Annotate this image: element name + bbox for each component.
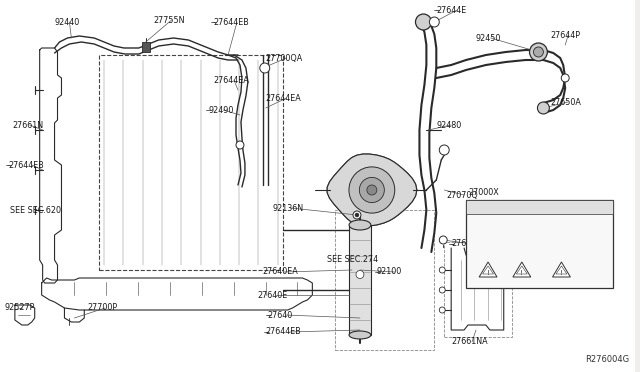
Text: 92100: 92100	[377, 267, 402, 276]
Bar	[466, 200, 613, 214]
Bar	[142, 42, 150, 52]
Text: 27644EB: 27644EB	[213, 17, 249, 26]
Bar	[466, 200, 613, 288]
Text: 27644EB: 27644EB	[8, 160, 44, 170]
Circle shape	[561, 74, 569, 82]
Text: 92490: 92490	[208, 106, 234, 115]
Text: 92450: 92450	[476, 33, 501, 42]
Text: 27000X: 27000X	[468, 187, 499, 196]
Text: MUST BE REPLACED: MUST BE REPLACED	[541, 224, 591, 230]
Circle shape	[439, 267, 445, 273]
Text: 27644EA: 27644EA	[213, 76, 249, 84]
Text: 27661NA: 27661NA	[451, 337, 488, 346]
Text: 27644EB: 27644EB	[266, 327, 301, 337]
Circle shape	[439, 145, 449, 155]
Text: SEE SEC.274: SEE SEC.274	[327, 256, 378, 264]
Text: IS REPLACED: IS REPLACED	[541, 238, 573, 244]
Text: 92480: 92480	[436, 121, 461, 129]
Text: R8144-4N800: R8144-4N800	[541, 246, 575, 250]
Bar	[444, 242, 511, 337]
Circle shape	[429, 17, 439, 27]
Polygon shape	[327, 154, 417, 226]
Circle shape	[359, 177, 385, 203]
Text: 27661N: 27661N	[12, 121, 43, 129]
Bar	[335, 210, 435, 350]
Circle shape	[356, 270, 364, 279]
Text: 92136N: 92136N	[273, 203, 304, 212]
Text: 27700P: 27700P	[87, 304, 117, 312]
Text: R276004G: R276004G	[585, 356, 629, 365]
Text: 27644EA: 27644EA	[266, 93, 301, 103]
Circle shape	[355, 213, 359, 217]
Text: LUBRICANT: KLH10-PAG: LUBRICANT: KLH10-PAG	[469, 238, 527, 244]
Text: 27700QA: 27700QA	[266, 54, 303, 62]
Circle shape	[367, 185, 377, 195]
Circle shape	[538, 102, 549, 114]
Circle shape	[534, 47, 543, 57]
Circle shape	[353, 211, 361, 219]
Text: QUANTITY:: QUANTITY:	[469, 224, 495, 230]
Text: 27755N: 27755N	[154, 16, 185, 25]
Text: !: !	[560, 270, 563, 276]
Text: 27070Q: 27070Q	[446, 190, 478, 199]
Polygon shape	[513, 262, 531, 277]
Text: CAUTION: LUBRICANT: CAUTION: LUBRICANT	[541, 218, 595, 222]
Bar	[99, 55, 283, 270]
Text: 27644P: 27644P	[550, 31, 580, 39]
Circle shape	[349, 167, 395, 213]
Text: 27644E: 27644E	[451, 240, 481, 248]
Text: 550g (1.21 lb): 550g (1.21 lb)	[469, 231, 504, 237]
Polygon shape	[552, 262, 570, 277]
Circle shape	[439, 307, 445, 313]
Text: 92527P: 92527P	[5, 304, 35, 312]
Text: 27640E: 27640E	[258, 291, 288, 299]
Text: 27644E: 27644E	[436, 6, 467, 15]
Circle shape	[260, 63, 269, 73]
Text: NISSAN: NISSAN	[550, 205, 572, 209]
Text: REFRIGERANT: R-134a: REFRIGERANT: R-134a	[469, 218, 524, 222]
Circle shape	[529, 43, 547, 61]
Text: WHEN COMPRESSOR: WHEN COMPRESSOR	[541, 231, 593, 237]
Circle shape	[236, 141, 244, 149]
Text: SEE SEC.620: SEE SEC.620	[10, 205, 61, 215]
Polygon shape	[479, 262, 497, 277]
Text: 27640: 27640	[268, 311, 293, 320]
Text: AIR CONDITIONER: AIR CONDITIONER	[470, 205, 533, 209]
Ellipse shape	[349, 331, 371, 339]
Ellipse shape	[349, 220, 371, 230]
Text: 92440: 92440	[54, 17, 80, 26]
Circle shape	[415, 14, 431, 30]
Text: !: !	[520, 270, 524, 276]
Text: !: !	[486, 270, 490, 276]
Circle shape	[439, 236, 447, 244]
Text: 27650A: 27650A	[550, 97, 581, 106]
Circle shape	[439, 287, 445, 293]
Text: OIL 120mL: OIL 120mL	[469, 246, 496, 250]
Bar	[349, 225, 371, 335]
Text: 27640EA: 27640EA	[263, 267, 298, 276]
